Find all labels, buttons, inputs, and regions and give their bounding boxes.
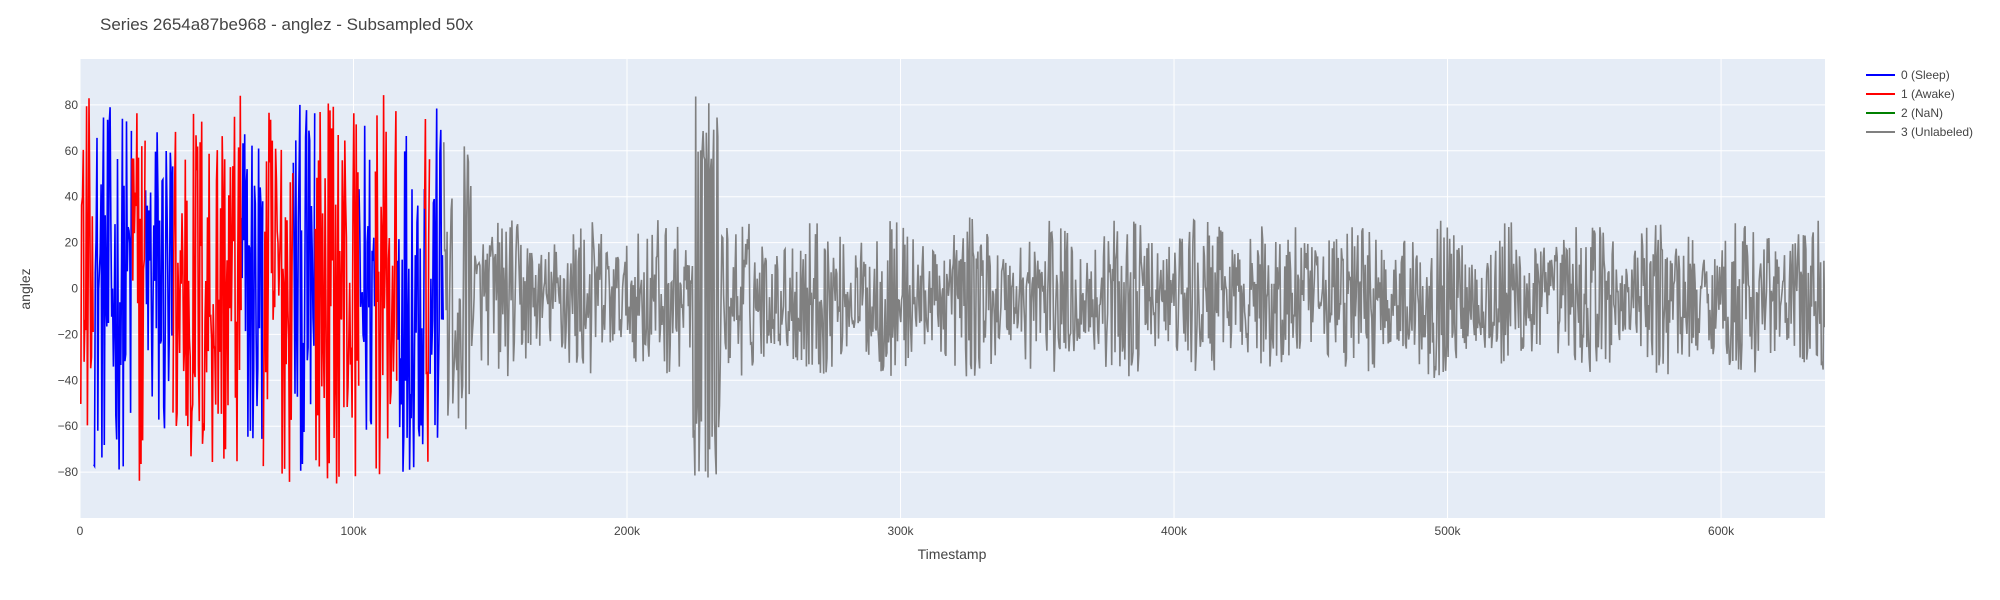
y-tick-label: −60 (58, 419, 79, 433)
series-line (292, 104, 316, 471)
x-axis-title: Timestamp (918, 546, 987, 562)
y-tick-label: −20 (58, 327, 79, 341)
grid-lines (79, 59, 1825, 518)
legend-label: 1 (Awake) (1901, 87, 1955, 101)
y-tick-label: 0 (71, 282, 78, 296)
series-line (374, 95, 398, 475)
x-tick-label: 300k (888, 524, 915, 538)
series-line (144, 132, 174, 429)
x-tick-label: 100k (340, 524, 367, 538)
series-line (131, 113, 146, 481)
y-tick-label: 40 (65, 190, 79, 204)
legend-label: 2 (NaN) (1901, 106, 1943, 120)
legend-label: 3 (Unlabeled) (1901, 125, 1973, 139)
series-line (262, 112, 294, 482)
series-line (429, 108, 444, 438)
series-line (358, 125, 377, 430)
series-line (80, 98, 94, 426)
y-tick-labels: −80 −60 −40 −20 0 20 40 60 80 (58, 98, 79, 479)
x-tick-label: 500k (1435, 524, 1462, 538)
y-tick-label: −80 (58, 465, 79, 479)
x-tick-label: 0 (77, 524, 84, 538)
series-line (172, 95, 242, 463)
series-line (423, 118, 431, 462)
y-tick-label: −40 (58, 373, 79, 387)
series-line (240, 134, 264, 439)
y-tick-label: 80 (65, 98, 79, 112)
x-tick-label: 200k (614, 524, 641, 538)
series-lines (80, 95, 1825, 484)
x-tick-label: 600k (1708, 524, 1735, 538)
chart-title: Series 2654a87be968 - anglez - Subsample… (100, 15, 474, 34)
series-line (93, 107, 133, 470)
x-tick-labels: 0 100k 200k 300k 400k 500k 600k (77, 524, 1735, 538)
y-axis-title: anglez (17, 268, 33, 309)
series-line (443, 96, 1825, 478)
y-tick-label: 20 (65, 236, 79, 250)
series-line (314, 103, 360, 484)
x-tick-label: 400k (1161, 524, 1188, 538)
legend: 0 (Sleep) 1 (Awake) 2 (NaN) 3 (Unlabeled) (1866, 68, 1973, 139)
series-line (396, 135, 426, 472)
y-tick-label: 60 (65, 144, 79, 158)
legend-label: 0 (Sleep) (1901, 68, 1950, 82)
